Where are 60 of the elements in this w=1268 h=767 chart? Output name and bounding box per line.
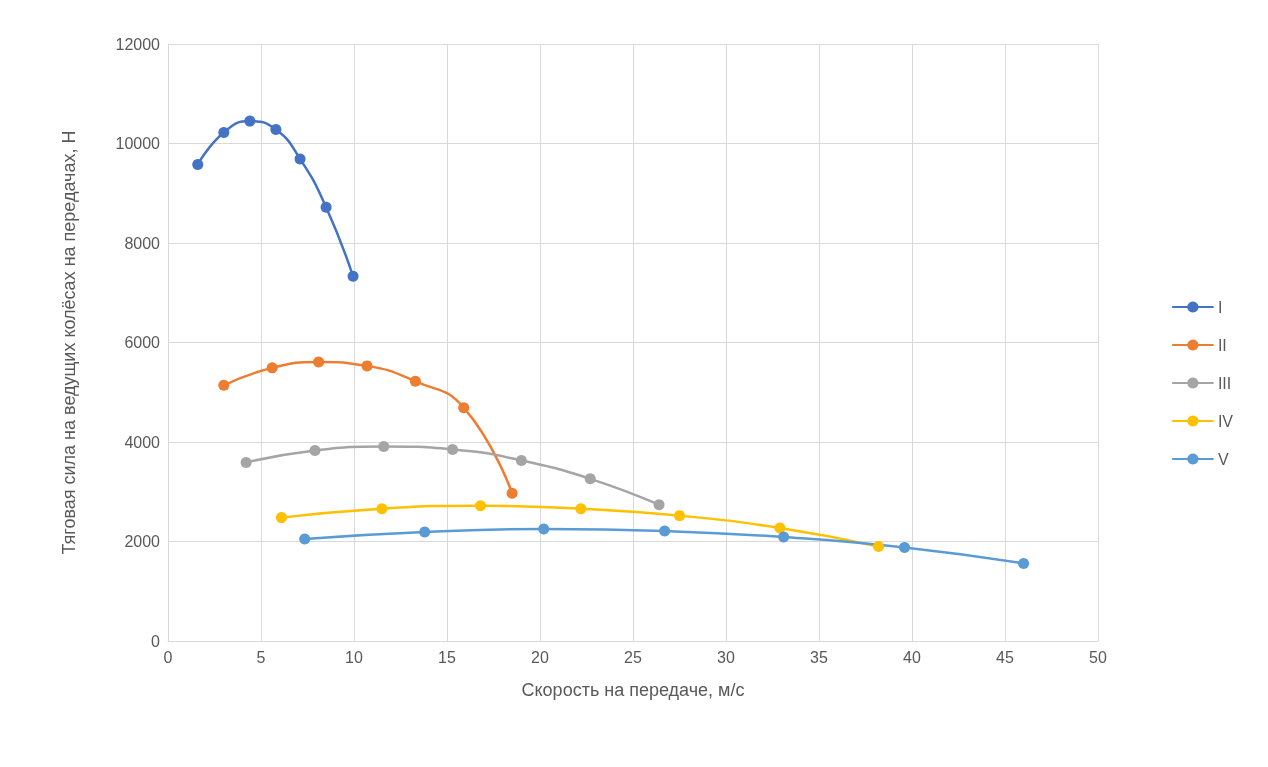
x-tick-label: 10 <box>345 648 363 666</box>
legend-label: II <box>1217 336 1227 354</box>
point <box>294 153 306 165</box>
y-tick-label: 4000 <box>124 433 161 451</box>
point <box>218 379 230 391</box>
point <box>218 127 230 139</box>
point <box>538 523 550 535</box>
y-tick-label: 12000 <box>115 35 161 53</box>
point <box>873 540 885 552</box>
legend-label: IV <box>1217 412 1234 430</box>
point <box>447 443 459 455</box>
point <box>270 124 282 136</box>
point <box>458 402 470 414</box>
x-tick-label: 50 <box>1089 648 1107 666</box>
point <box>347 270 359 282</box>
x-tick-label: 40 <box>903 648 921 666</box>
point <box>515 454 527 466</box>
point <box>1018 557 1030 569</box>
point <box>575 503 587 515</box>
y-tick-label: 2000 <box>124 533 161 550</box>
y-axis-title: Тяговая сила на ведущих колёсах на передачах, Н <box>59 130 79 555</box>
x-tick-label: 0 <box>163 648 173 666</box>
legend-label: III <box>1217 374 1232 392</box>
point <box>275 512 287 524</box>
point <box>653 499 665 511</box>
point <box>240 456 252 468</box>
point <box>320 201 332 213</box>
point <box>899 541 911 553</box>
y-tick-label: 6000 <box>124 334 161 351</box>
y-tick-label: 0 <box>151 632 161 650</box>
point <box>309 444 321 456</box>
x-tick-label: 5 <box>256 648 266 666</box>
point <box>313 356 325 368</box>
point <box>506 487 518 499</box>
point <box>299 533 311 545</box>
point <box>409 375 421 387</box>
point <box>774 522 786 534</box>
legend-label: I <box>1217 298 1223 316</box>
x-tick-label: 30 <box>717 648 735 666</box>
x-tick-label: 35 <box>810 648 828 666</box>
point <box>474 500 486 512</box>
point <box>674 510 685 522</box>
point <box>361 360 373 372</box>
x-axis-title: Скорость на передаче, м/с <box>521 680 745 700</box>
point <box>376 503 388 515</box>
legend-label: V <box>1217 450 1229 468</box>
y-tick-label: 10000 <box>115 135 161 152</box>
x-tick-label: 25 <box>624 648 642 666</box>
point <box>266 362 278 374</box>
point <box>419 526 431 538</box>
point <box>778 531 790 543</box>
y-tick-label: 8000 <box>124 234 161 252</box>
point <box>659 525 671 537</box>
point <box>192 158 204 170</box>
x-tick-label: 20 <box>531 648 549 666</box>
x-tick-label: 15 <box>438 648 456 666</box>
point <box>378 440 390 452</box>
point <box>584 473 596 485</box>
point <box>244 115 256 127</box>
x-tick-label: 45 <box>996 648 1014 666</box>
